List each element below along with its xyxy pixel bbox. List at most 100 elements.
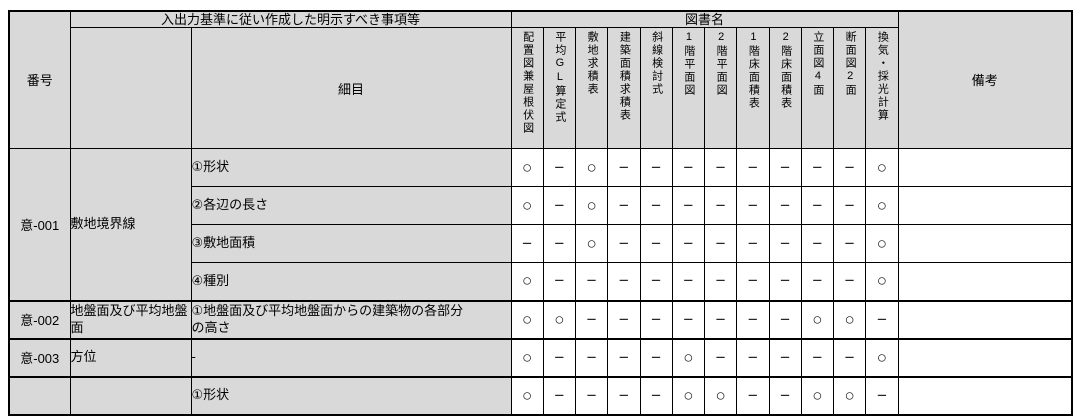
col-header-remarks: 備考 [897,10,1073,149]
mark-cell: − [832,224,867,263]
doc-column-header: 敷地求積表 [574,27,609,149]
table-row: 意-001 敷地境界線 ①形状 ○ − ○ − − − − − − − − ○ [8,148,1073,301]
mark-cell: − [639,186,673,225]
mark-cell: − [865,299,899,339]
mark-cell: ○ [865,148,899,187]
row-number-cell: 意-003 [8,337,71,377]
mark-cell: ○ [510,186,544,225]
mark-cell: − [510,224,544,263]
mark-cell: − [768,224,802,263]
doc-column-label: 換気・採光計算 [876,31,889,122]
detail-cell: ①地盤面及び平均地盤面からの建築物の各部分 の高さ [190,299,512,339]
mark-cell: − [800,337,835,377]
mark-cell: − [671,186,706,225]
mark-cell: − [574,299,609,339]
mark-cell: − [736,148,770,187]
group-header-items: 入出力基準に従い作成した明示すべき事項等 [69,10,512,28]
mark-cell: − [703,148,738,187]
mark-cell: − [736,186,770,225]
table-row: 意-002 地盤面及び平均地盤面 ①地盤面及び平均地盤面からの建築物の各部分 の… [8,299,1073,339]
mark-cell: ○ [510,299,544,339]
mark-cell: − [607,186,641,225]
doc-column-header: 建築面積求積表 [607,27,641,149]
mark-cell: − [607,148,641,187]
mark-cell: ○ [832,375,867,415]
category-cell [69,375,192,415]
remarks-cell [897,148,1073,187]
mark-cell: ○ [800,375,835,415]
mark-cell: − [607,299,641,339]
mark-cell: − [768,262,802,301]
mark-cell: − [800,148,835,187]
mark-cell: − [768,337,802,377]
mark-cell: − [542,148,577,187]
mark-cell: − [703,186,738,225]
table-row: ④種別 ○ − − − − − − − − − − ○ [9,262,1073,301]
category-cell: 方位 [69,337,192,377]
mark-cell: ○ [865,186,899,225]
detail-cell: ④種別 [190,262,512,301]
mark-cell: ○ [800,299,835,339]
mark-cell: − [542,186,577,225]
doc-column-label: 建築面積求積表 [618,31,631,122]
mark-cell: − [574,262,609,301]
remarks-cell [897,375,1073,415]
doc-column-label: 配置図兼屋根伏図 [521,31,534,135]
mark-cell: ○ [865,262,899,301]
doc-column-header: 平均GL算定式 [542,27,577,149]
mark-cell: − [736,262,770,301]
mark-cell: ○ [671,337,706,377]
remarks-cell [897,224,1073,263]
mark-cell: ○ [542,299,577,339]
doc-column-header: 2階床面積表 [768,27,802,149]
col-header-detail: 細目 [190,27,512,149]
mark-cell: ○ [703,375,738,415]
category-cell: 敷地境界線 [69,148,192,301]
mark-cell: − [865,375,899,415]
remarks-cell [897,186,1073,225]
row-number-cell: 意-001 [8,148,71,301]
mark-cell: − [574,337,609,377]
mark-cell: − [703,337,738,377]
mark-cell: ○ [671,375,706,415]
mark-cell: − [800,224,835,263]
mark-cell: − [671,148,706,187]
category-header-empty [69,27,192,149]
table-row: ②各辺の長さ ○ − ○ − − − − − − − − ○ [9,186,1073,225]
doc-column-label: 平均GL算定式 [553,31,566,124]
mark-cell: − [639,375,673,415]
mark-cell: − [736,375,770,415]
mark-cell: − [768,148,802,187]
mark-cell: ○ [574,148,609,187]
mark-cell: − [703,262,738,301]
mark-cell: − [832,262,867,301]
mark-cell: − [800,186,835,225]
doc-column-label: 1階平面図 [682,31,695,97]
mark-cell: − [574,375,609,415]
doc-column-header: 1階平面図 [671,27,706,149]
doc-column-label: 立面図4面 [811,31,824,97]
category-cell: 地盤面及び平均地盤面 [69,299,192,339]
mark-cell: − [607,262,641,301]
document-sheet: 番号 入出力基準に従い作成した明示すべき事項等 図書名 備考 細目 配置図兼屋根… [8,10,1073,416]
mark-cell: ○ [510,337,544,377]
mark-cell: − [736,299,770,339]
detail-cell: ①形状 [190,375,512,415]
mark-cell: − [607,375,641,415]
detail-cell: ②各辺の長さ [190,186,512,225]
detail-cell: ①形状 [190,148,512,187]
mark-cell: ○ [510,262,544,301]
doc-column-label: 断面図2面 [844,31,857,97]
mark-cell: ○ [510,375,544,415]
mark-cell: − [768,299,802,339]
mark-cell: − [736,337,770,377]
header-row-columns: 細目 配置図兼屋根伏図 平均GL算定式 敷地求積表 建築面積求積表 斜線検討式 … [9,27,1072,149]
mark-cell: − [671,299,706,339]
mark-cell: ○ [574,186,609,225]
mark-cell: − [832,148,867,187]
doc-column-label: 1階床面積表 [747,31,760,110]
mark-cell: − [832,186,867,225]
doc-column-header: 換気・採光計算 [865,27,899,149]
mark-cell: − [768,186,802,225]
mark-cell: − [542,375,577,415]
